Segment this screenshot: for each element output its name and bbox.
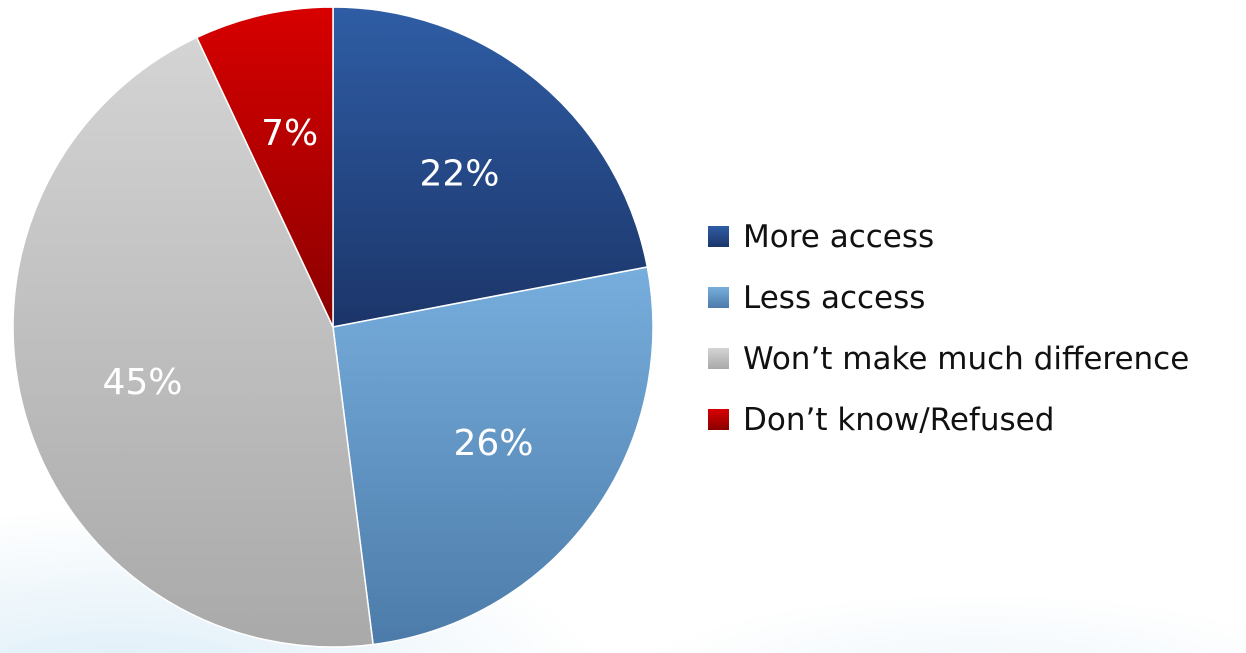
pie-slice-less-access xyxy=(332,266,654,646)
legend-swatch-won-t-make-much-difference xyxy=(708,348,729,369)
data-label-don-t-know-refused: 7% xyxy=(261,113,318,154)
legend-label-don-t-know-refused: Don’t know/Refused xyxy=(743,401,1055,438)
data-label-more-access: 22% xyxy=(419,154,499,195)
legend-item-don-t-know-refused: Don’t know/Refused xyxy=(708,389,1189,450)
legend-label-more-access: More access xyxy=(743,218,935,255)
pie-slice-more-access xyxy=(332,6,649,328)
legend-item-less-access: Less access xyxy=(708,267,1189,328)
legend-item-won-t-make-much-difference: Won’t make much difference xyxy=(708,328,1189,389)
legend-label-less-access: Less access xyxy=(743,279,926,316)
pie-slice-don-t-know-refused xyxy=(195,6,334,328)
legend-swatch-less-access xyxy=(708,287,729,308)
pie-slice-won-t-make-much-difference xyxy=(12,36,374,648)
legend-swatch-don-t-know-refused xyxy=(708,409,729,430)
data-label-won-t-make-much-difference: 45% xyxy=(102,362,182,403)
legend-swatch-more-access xyxy=(708,226,729,247)
data-label-less-access: 26% xyxy=(454,423,534,464)
chart-legend: More access Less access Won’t make much di… xyxy=(708,206,1189,450)
legend-item-more-access: More access xyxy=(708,206,1189,267)
legend-label-won-t-make-much-difference: Won’t make much difference xyxy=(743,340,1190,377)
